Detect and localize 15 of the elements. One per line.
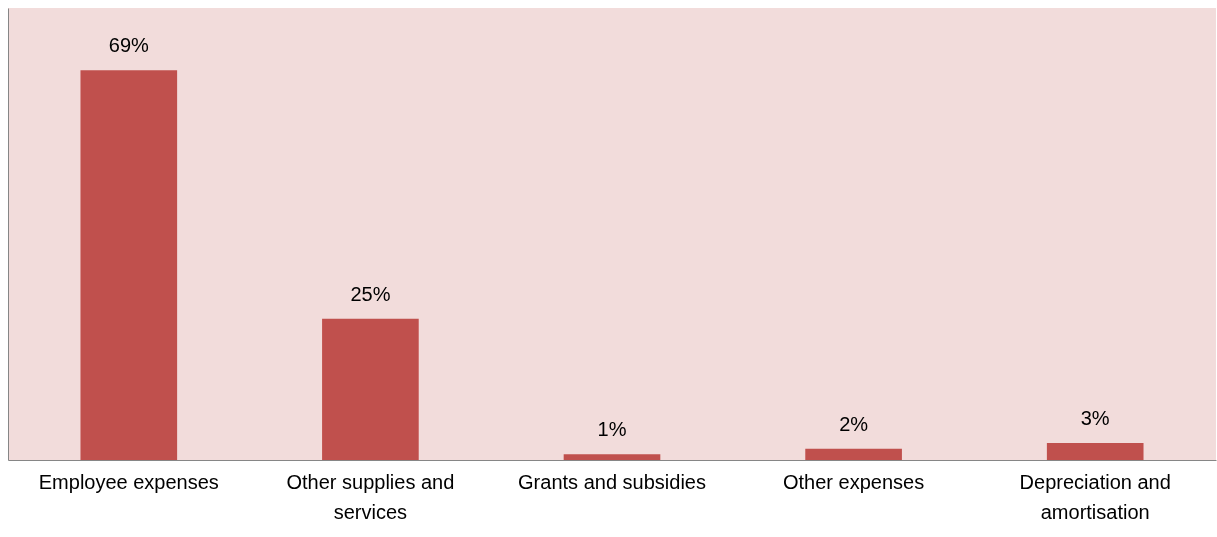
- data-label: 3%: [1080, 407, 1110, 430]
- x-tick-label: Other supplies and services: [286, 470, 455, 523]
- data-label: 2%: [839, 412, 869, 435]
- bar: [805, 448, 902, 460]
- x-tick-label: Other expenses: [783, 470, 925, 493]
- bar: [1046, 443, 1144, 460]
- bar: [563, 454, 661, 460]
- bar: [80, 70, 178, 460]
- data-label: 25%: [350, 282, 391, 305]
- bar: [322, 318, 419, 460]
- x-tick-label: Employee expenses: [38, 470, 219, 493]
- x-tick-label: Depreciation and amortisation: [1019, 470, 1171, 523]
- x-tick-label: Grants and subsidies: [518, 470, 706, 493]
- data-label: 1%: [597, 418, 627, 441]
- data-label: 69%: [108, 34, 150, 57]
